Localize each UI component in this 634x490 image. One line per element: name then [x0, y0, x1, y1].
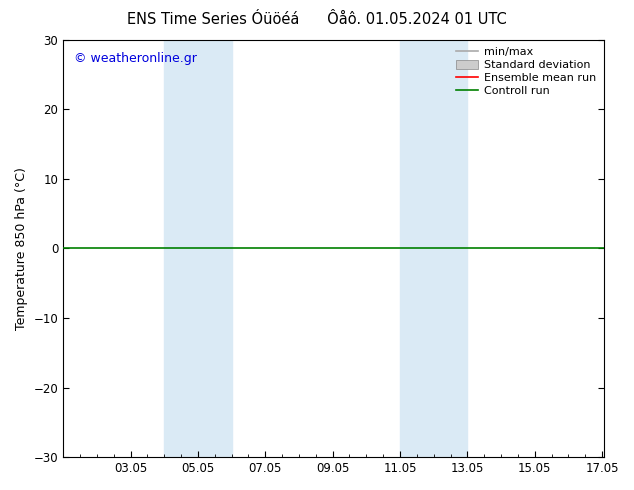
Text: ENS Time Series Óüöéá      Ôåô. 01.05.2024 01 UTC: ENS Time Series Óüöéá Ôåô. 01.05.2024 01…	[127, 12, 507, 27]
Bar	[400, 40, 467, 457]
Legend: min/max, Standard deviation, Ensemble mean run, Controll run: min/max, Standard deviation, Ensemble me…	[454, 45, 598, 98]
Bar	[164, 40, 231, 457]
Text: © weatheronline.gr: © weatheronline.gr	[74, 52, 197, 65]
Y-axis label: Temperature 850 hPa (°C): Temperature 850 hPa (°C)	[15, 167, 28, 330]
